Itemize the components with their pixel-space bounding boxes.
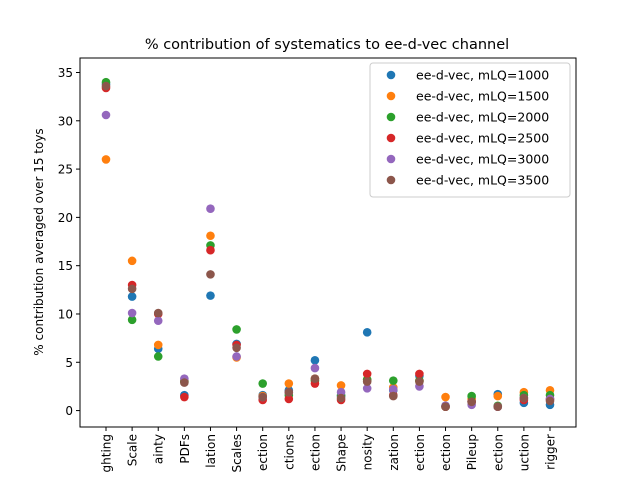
data-point [415,369,424,379]
plot-frame [79,57,577,428]
y-tick-label: 10 [58,307,73,321]
data-point [310,356,320,365]
data-point [180,392,189,402]
legend-box [369,62,571,198]
data-point [153,340,163,350]
data-point [206,204,215,213]
data-point [127,315,137,325]
data-point [362,377,372,386]
legend-marker [386,133,396,143]
x-tick-label: ghting [100,434,114,472]
data-point [493,402,503,412]
data-point [232,343,241,353]
legend-label: ee-d-vec, mLQ=1500 [416,89,549,104]
data-point [284,379,294,388]
data-point [258,392,268,402]
data-point [101,155,111,164]
data-point [206,245,215,255]
x-tick-label: Scales [230,434,244,473]
legend-label: ee-d-vec, mLQ=3000 [416,152,549,167]
data-point [206,270,215,279]
data-point [545,396,555,406]
data-point [284,387,294,397]
data-point [180,378,189,387]
y-axis-ticks: 0 5 10 15 20 25 30 35 [58,66,80,418]
y-tick-label: 15 [58,259,73,273]
x-tick-label: Pileup [465,434,479,470]
data-point [362,384,372,393]
x-tick-label: ctions [282,434,296,470]
x-tick-label: ection [439,434,453,471]
data-point [519,393,529,403]
legend-marker [386,154,396,164]
x-tick-label: nosity [361,434,375,470]
data-point [467,397,476,407]
y-tick-label: 0 [65,404,73,418]
data-point [441,392,450,402]
data-point [206,231,215,241]
x-tick-label: ainty [152,434,166,464]
data-point [284,394,294,404]
data-points [101,77,555,412]
y-tick-label: 25 [58,163,73,177]
y-tick-label: 20 [58,211,73,225]
data-point [153,308,163,318]
data-point [388,385,398,394]
x-tick-label: ection [413,434,427,471]
data-point [101,110,111,120]
legend-label: ee-d-vec, mLQ=2000 [416,110,549,125]
data-point [336,393,346,403]
data-point [310,374,320,384]
x-axis-ticks: ghting Scale ainty PDFs lation Scales ection ct… [100,427,558,473]
legend-marker [386,70,396,80]
data-point [153,316,163,326]
data-point [441,402,450,412]
legend-label: ee-d-vec, mLQ=1000 [416,68,549,83]
data-point [232,325,241,334]
x-tick-label: ection [256,434,270,471]
chart-title: % contribution of systematics to ee-d-ve… [145,37,509,53]
x-tick-label: rigger [544,434,558,470]
data-point [127,284,137,294]
y-tick-label: 30 [58,114,73,128]
data-point [206,291,215,300]
data-point [101,81,111,91]
data-point [362,369,372,379]
data-point [127,308,137,318]
x-tick-label: zation [387,434,401,471]
y-tick-label: 5 [65,356,73,370]
data-point [310,363,320,373]
x-tick-label: ection [491,434,505,471]
data-point [127,256,137,266]
x-tick-label: PDFs [178,434,192,464]
x-tick-label: uction [517,434,531,471]
data-point [362,328,372,337]
legend-label: ee-d-vec, mLQ=3500 [416,173,549,188]
data-point [153,352,163,361]
y-tick-label: 35 [58,66,73,80]
y-axis-label: % contribution averaged over 15 toys [32,128,46,355]
x-tick-label: Scale [126,434,140,466]
x-tick-label: ection [308,434,322,471]
data-point [127,292,137,301]
x-tick-label: lation [204,434,218,468]
data-point [232,352,241,361]
data-point [388,376,398,385]
legend-marker [386,175,396,185]
legend: ee-d-vec, mLQ=1000 ee-d-vec, mLQ=1500 ee-d… [369,62,571,198]
data-point [258,379,268,388]
data-point [336,381,346,390]
x-tick-label: Shape [335,434,349,472]
data-point [493,391,503,401]
legend-marker [386,91,396,101]
legend-marker [386,112,396,122]
data-point [388,391,398,401]
data-point [415,377,424,386]
legend-label: ee-d-vec, mLQ=2500 [416,131,549,146]
